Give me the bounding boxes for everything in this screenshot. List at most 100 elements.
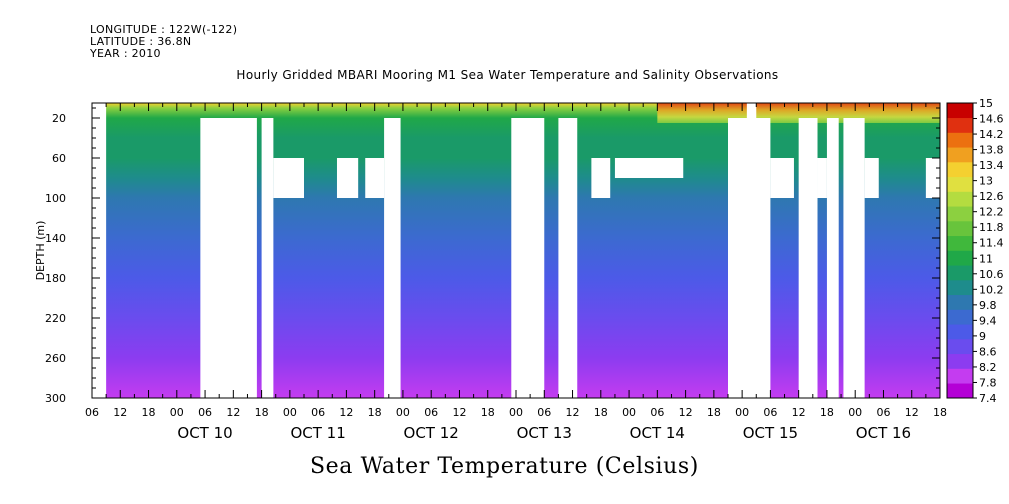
colorbar-label: 11 [979,252,993,265]
colorbar-swatch [947,117,973,133]
missing-data-gap [826,118,839,398]
x-tick-label: 18 [707,406,721,419]
missing-data-gap [817,158,827,198]
x-tick-label: 00 [283,406,297,419]
colorbar-swatch [947,176,973,192]
plot-axes: 20 60 100 140 180 220 260 300 DEPTH (m) 06 12 18 00 0… [34,102,947,442]
missing-data-layer [92,103,940,398]
x-tick-label: 06 [537,406,551,419]
colorbar-label: 14.6 [979,113,1004,126]
x-tick-label: 12 [679,406,693,419]
x-tick-label: 18 [820,406,834,419]
x-tick-label: 12 [566,406,580,419]
latitude-label: LATITUDE : 36.8N [90,35,192,48]
x-tick-label: 06 [311,406,325,419]
y-tick-label: 60 [52,152,66,165]
missing-data-gap [558,118,578,398]
colorbar-label: 12.2 [979,206,1004,219]
colorbar-swatch [947,162,973,178]
x-tick-label: 06 [650,406,664,419]
missing-data-gap [843,118,865,398]
missing-data-gap [591,158,611,198]
colorbar: 15 14.6 14.2 13.8 13.4 13 12.6 12.2 11.8 11.4 11 10… [946,97,1004,405]
y-tick-label: 140 [45,232,66,245]
x-tick-label: 18 [933,406,947,419]
x-tick-label: 18 [142,406,156,419]
chart-title: Hourly Gridded MBARI Mooring M1 Sea Wate… [236,68,779,82]
x-tick-label: 00 [170,406,184,419]
colorbar-label: 15 [979,97,993,110]
x-tick-label: 12 [792,406,806,419]
colorbar-swatch [947,191,973,207]
colorbar-label: 11.8 [979,221,1004,234]
colorbar-swatch [947,132,973,148]
date-label: OCT 12 [404,424,459,442]
colorbar-swatch [947,206,973,222]
colorbar-swatch [947,383,973,399]
date-label: OCT 11 [290,424,345,442]
x-tick-label: 06 [763,406,777,419]
missing-data-gap [511,118,545,398]
x-tick-label: 06 [198,406,212,419]
colorbar-label: 7.4 [979,392,997,405]
colorbar-label: 7.8 [979,376,997,389]
y-tick-label: 220 [45,312,66,325]
colorbar-swatch [947,339,973,355]
colorbar-label: 14.2 [979,128,1004,141]
missing-data-gap [798,118,818,398]
x-tick-label: 00 [509,406,523,419]
colorbar-label: 10.2 [979,283,1004,296]
longitude-label: LONGITUDE : 122W(-122) [90,23,238,36]
colorbar-swatch [947,147,973,163]
date-label: OCT 14 [630,424,685,442]
missing-data-gap [92,103,107,398]
colorbar-label: 11.4 [979,237,1004,250]
x-tick-label: 12 [452,406,466,419]
colorbar-label: 13 [979,175,993,188]
colorbar-label: 13.8 [979,144,1004,157]
y-axis-label: DEPTH (m) [34,221,47,281]
x-tick-label: 12 [113,406,127,419]
x-tick-label: 12 [339,406,353,419]
colorbar-frame [946,102,974,399]
date-label: OCT 15 [743,424,798,442]
colorbar-label: 9 [979,330,986,343]
y-tick-label: 260 [45,352,66,365]
missing-data-gap [273,158,304,198]
missing-data-gap [728,118,771,398]
missing-data-gap [384,118,401,398]
date-label: OCT 10 [177,424,232,442]
x-tick-label: 06 [85,406,99,419]
colorbar-swatch [947,368,973,384]
y-tick-label: 100 [45,192,66,205]
missing-data-gap [746,103,757,118]
colorbar-swatch [947,235,973,251]
colorbar-swatch [947,265,973,281]
y-tick-label: 300 [45,392,66,405]
x-tick-label: 18 [255,406,269,419]
x-tick-label: 12 [905,406,919,419]
colorbar-swatch [947,250,973,266]
colorbar-swatch [947,309,973,325]
x-tick-label: 00 [848,406,862,419]
missing-data-gap [770,158,794,198]
x-tick-label: 12 [226,406,240,419]
colorbar-label: 9.4 [979,314,997,327]
colorbar-swatch [947,353,973,369]
date-label: OCT 16 [856,424,911,442]
x-tick-label: 06 [876,406,890,419]
colorbar-label: 8.2 [979,361,997,374]
colorbar-label: 13.4 [979,159,1004,172]
missing-data-gap [200,118,257,398]
x-tick-label: 18 [594,406,608,419]
colorbar-label: 8.6 [979,345,997,358]
colorbar-swatch [947,221,973,237]
missing-data-gap [261,118,274,398]
missing-data-gap [614,158,684,178]
chart-caption: Sea Water Temperature (Celsius) [310,454,699,479]
y-tick-label: 20 [52,112,66,125]
year-label: YEAR : 2010 [90,47,161,60]
x-tick-label: 06 [424,406,438,419]
colorbar-swatch [947,280,973,296]
